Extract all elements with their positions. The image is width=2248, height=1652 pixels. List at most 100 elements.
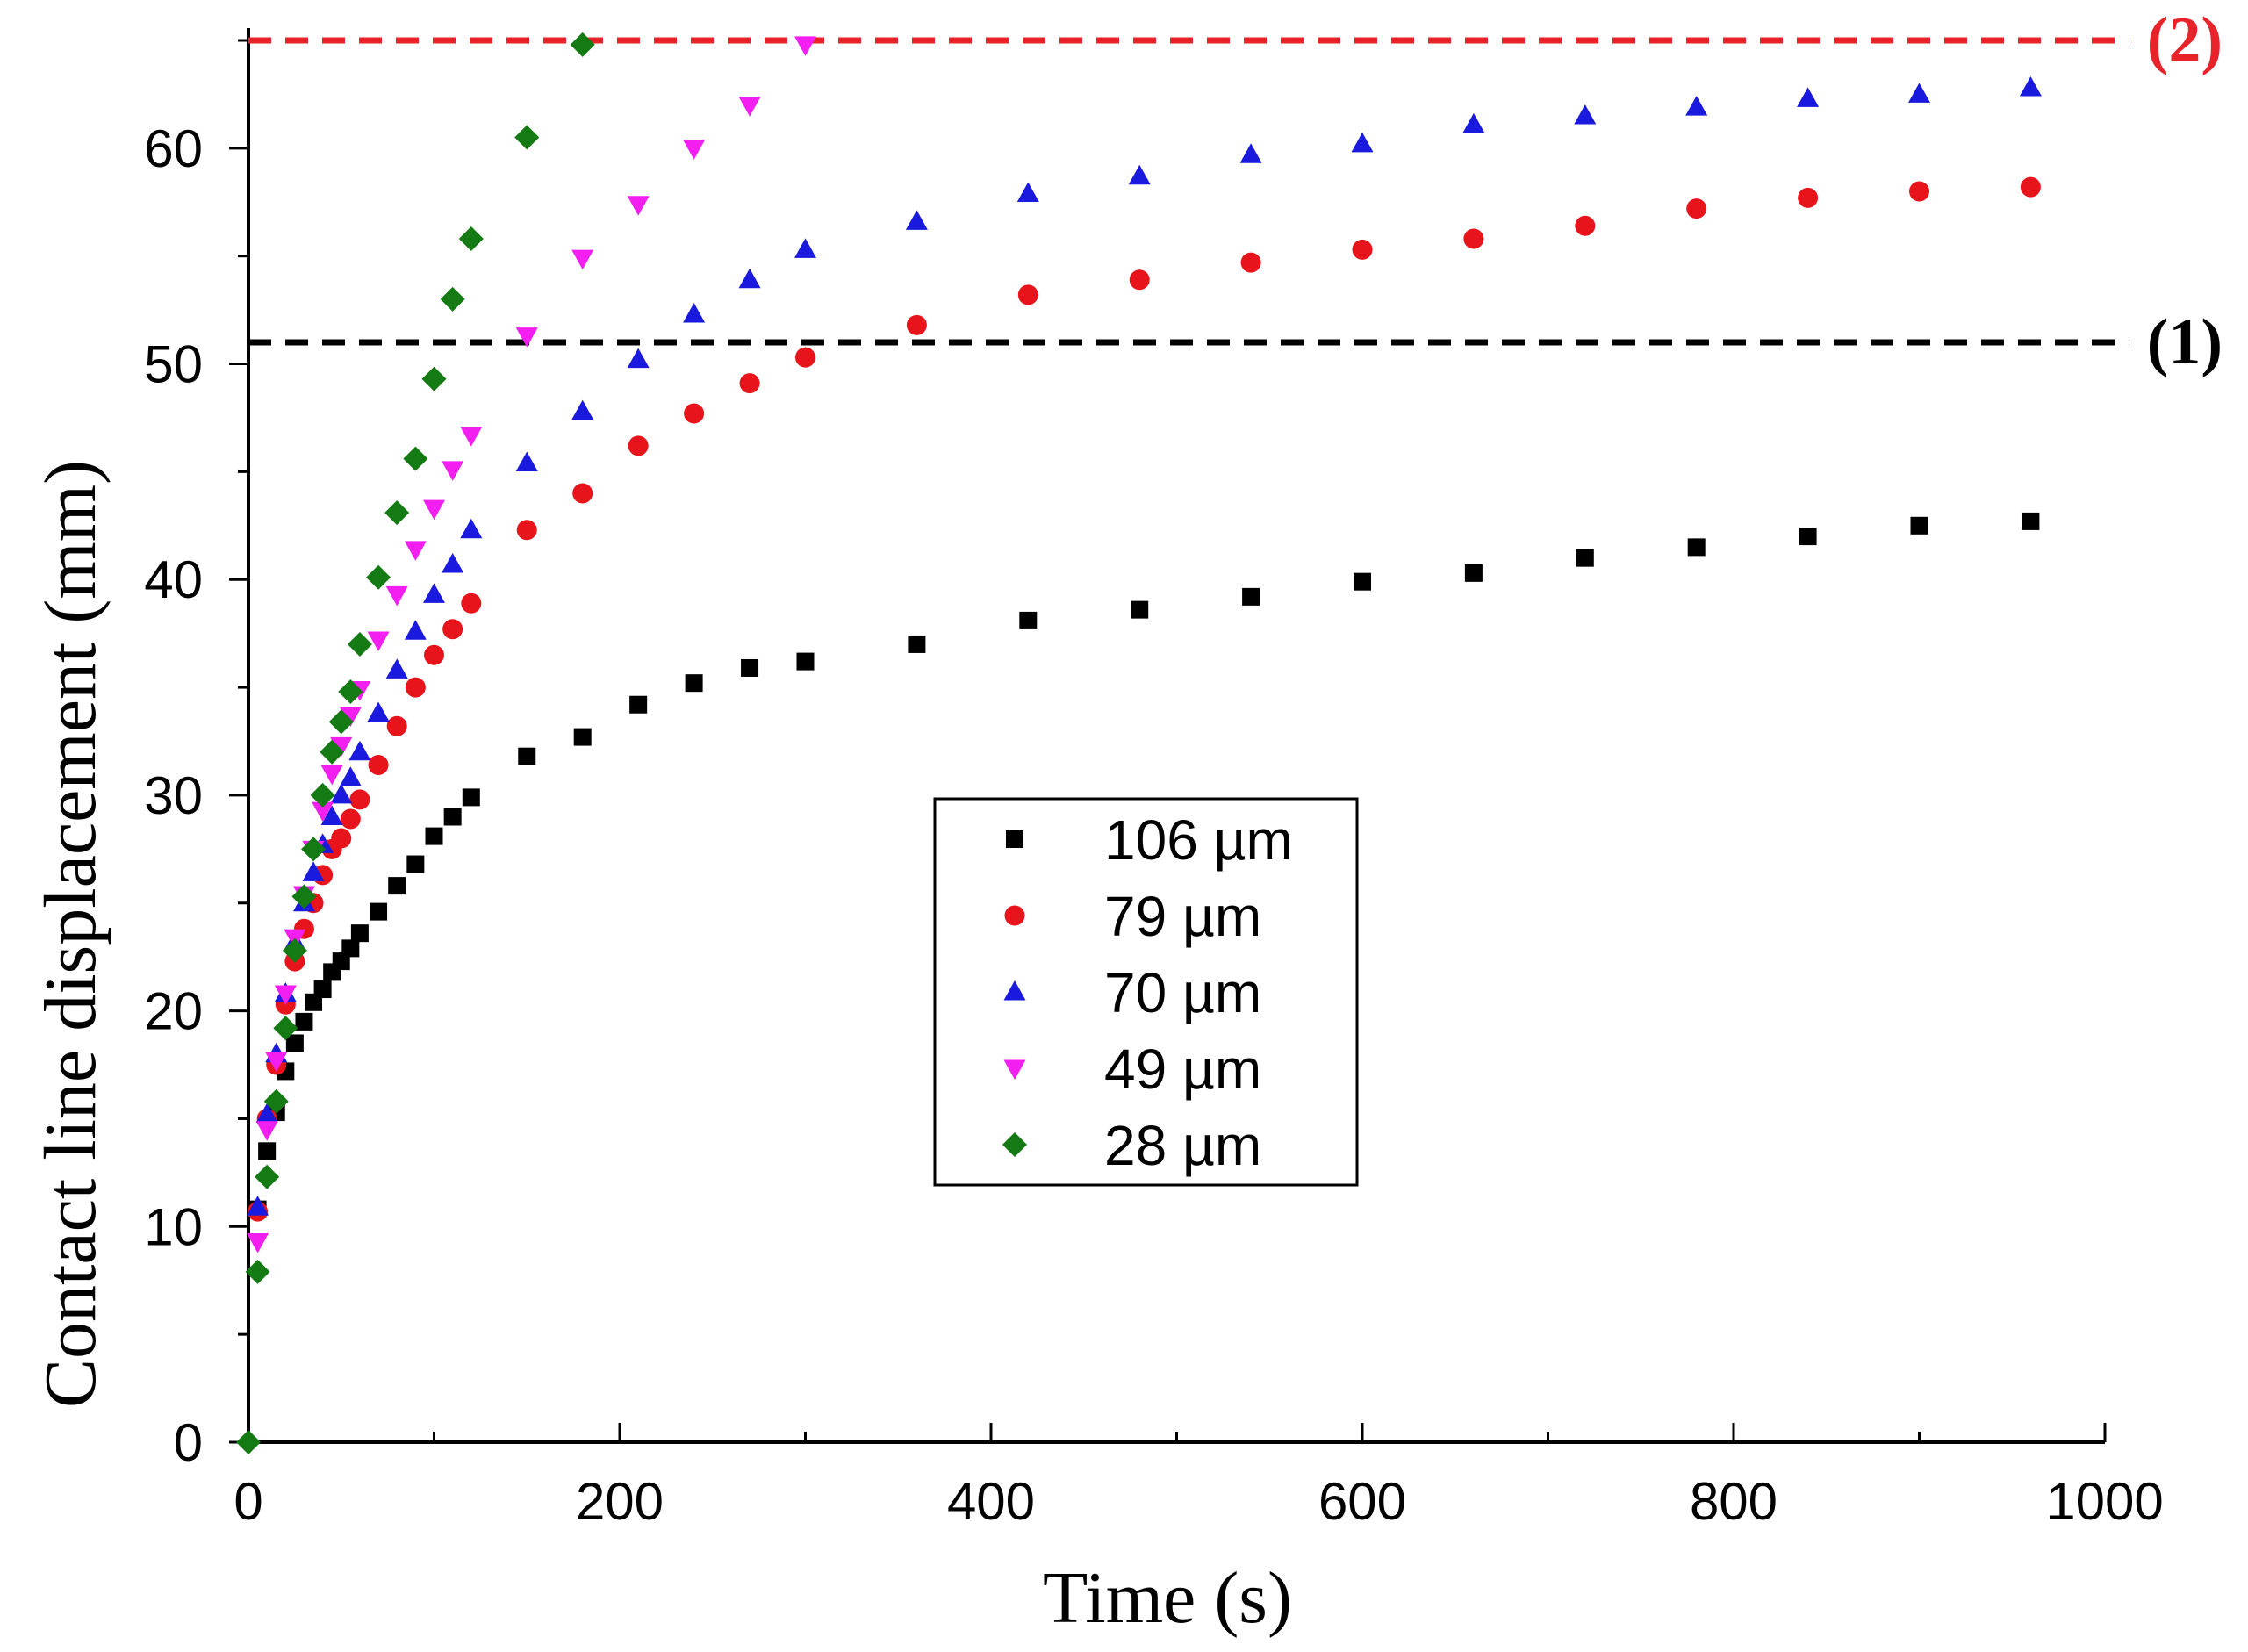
- data-point: [384, 500, 410, 526]
- data-point: [1352, 239, 1373, 260]
- data-point: [738, 97, 761, 117]
- data-point: [440, 286, 465, 312]
- y-tick-label: 30: [144, 766, 203, 825]
- data-point: [1351, 132, 1374, 153]
- data-point: [285, 1034, 304, 1052]
- data-point: [741, 658, 759, 677]
- data-point: [442, 461, 464, 481]
- legend-label: 28 µm: [1104, 1114, 1261, 1177]
- data-point: [388, 877, 406, 895]
- data-point: [370, 902, 388, 921]
- data-point: [423, 499, 445, 521]
- data-point: [1462, 112, 1485, 133]
- data-point: [442, 553, 464, 573]
- data-point: [905, 210, 928, 230]
- legend-marker: [1004, 905, 1025, 926]
- legend-marker: [1006, 830, 1023, 848]
- data-point: [684, 403, 705, 424]
- data-point: [1242, 587, 1260, 606]
- data-point: [685, 674, 703, 693]
- x-tick-label: 200: [576, 1472, 664, 1531]
- data-point: [255, 1164, 280, 1189]
- data-point: [341, 939, 360, 958]
- data-point: [347, 631, 372, 657]
- data-point: [1354, 572, 1371, 591]
- data-points: [236, 32, 2042, 1454]
- data-point: [1799, 528, 1817, 546]
- data-point: [425, 827, 443, 845]
- y-axis-title: Contact line displacement (mm): [30, 460, 111, 1408]
- data-point: [1464, 564, 1483, 582]
- data-point: [571, 399, 594, 420]
- data-point: [2019, 76, 2042, 97]
- data-point: [340, 808, 361, 830]
- data-point: [627, 348, 650, 369]
- data-point: [348, 740, 371, 761]
- legend-items: 106 µm 79 µm 70 µm 49 µm 28 µm: [1002, 808, 1293, 1177]
- legend-label: 70 µm: [1104, 961, 1261, 1024]
- data-point: [310, 782, 335, 808]
- data-point: [1910, 516, 1928, 535]
- data-point: [1909, 181, 1929, 202]
- data-point: [795, 347, 815, 368]
- data-point: [1687, 538, 1706, 557]
- data-point: [295, 1012, 313, 1031]
- data-point: [385, 658, 408, 679]
- data-point: [265, 1052, 288, 1073]
- data-point: [458, 226, 484, 252]
- legend-box: [933, 797, 1359, 1187]
- data-point: [739, 373, 760, 394]
- data-point: [368, 755, 389, 776]
- data-point: [572, 483, 593, 504]
- data-point: [2020, 176, 2041, 198]
- data-point: [1017, 284, 1038, 305]
- data-point: [683, 140, 706, 160]
- data-point: [273, 1016, 298, 1041]
- data-point: [1574, 104, 1597, 125]
- data-point: [1576, 549, 1594, 567]
- data-point: [794, 36, 816, 56]
- data-point: [421, 366, 447, 391]
- data-point: [628, 435, 649, 456]
- data-point: [443, 808, 462, 826]
- data-point: [330, 783, 353, 804]
- legend-label: 106 µm: [1104, 808, 1293, 872]
- data-point: [1128, 164, 1151, 185]
- x-tick-label: 400: [947, 1472, 1035, 1531]
- data-point: [406, 855, 425, 873]
- legend-marker: [1002, 1132, 1027, 1157]
- data-point: [1798, 187, 1819, 208]
- data-point: [738, 268, 761, 289]
- data-point: [404, 620, 427, 640]
- data-point: [320, 805, 343, 825]
- data-point: [302, 861, 325, 881]
- data-point: [629, 695, 648, 714]
- data-point: [796, 652, 815, 671]
- data-point: [385, 585, 408, 607]
- data-point: [301, 837, 327, 862]
- data-point: [908, 635, 926, 653]
- data-point: [1686, 198, 1707, 219]
- data-point: [423, 583, 445, 603]
- series-3: [247, 76, 2042, 1216]
- data-point: [236, 1430, 261, 1454]
- series-4: [247, 36, 816, 1253]
- data-point: [291, 884, 317, 909]
- data-point: [461, 593, 482, 614]
- data-point: [1797, 87, 1820, 107]
- data-point: [247, 1196, 269, 1216]
- data-point: [571, 249, 594, 270]
- data-point: [331, 828, 352, 849]
- legend-marker: [1003, 980, 1026, 1001]
- data-point: [247, 1233, 269, 1253]
- data-point: [367, 701, 390, 722]
- data-point: [1131, 600, 1149, 619]
- data-point: [460, 518, 483, 539]
- x-tick-label: 800: [1690, 1472, 1778, 1531]
- data-point: [627, 196, 650, 216]
- data-point: [258, 1142, 277, 1160]
- data-point: [1239, 143, 1262, 163]
- data-point: [274, 985, 297, 1005]
- data-point: [573, 728, 592, 746]
- data-point: [570, 32, 595, 57]
